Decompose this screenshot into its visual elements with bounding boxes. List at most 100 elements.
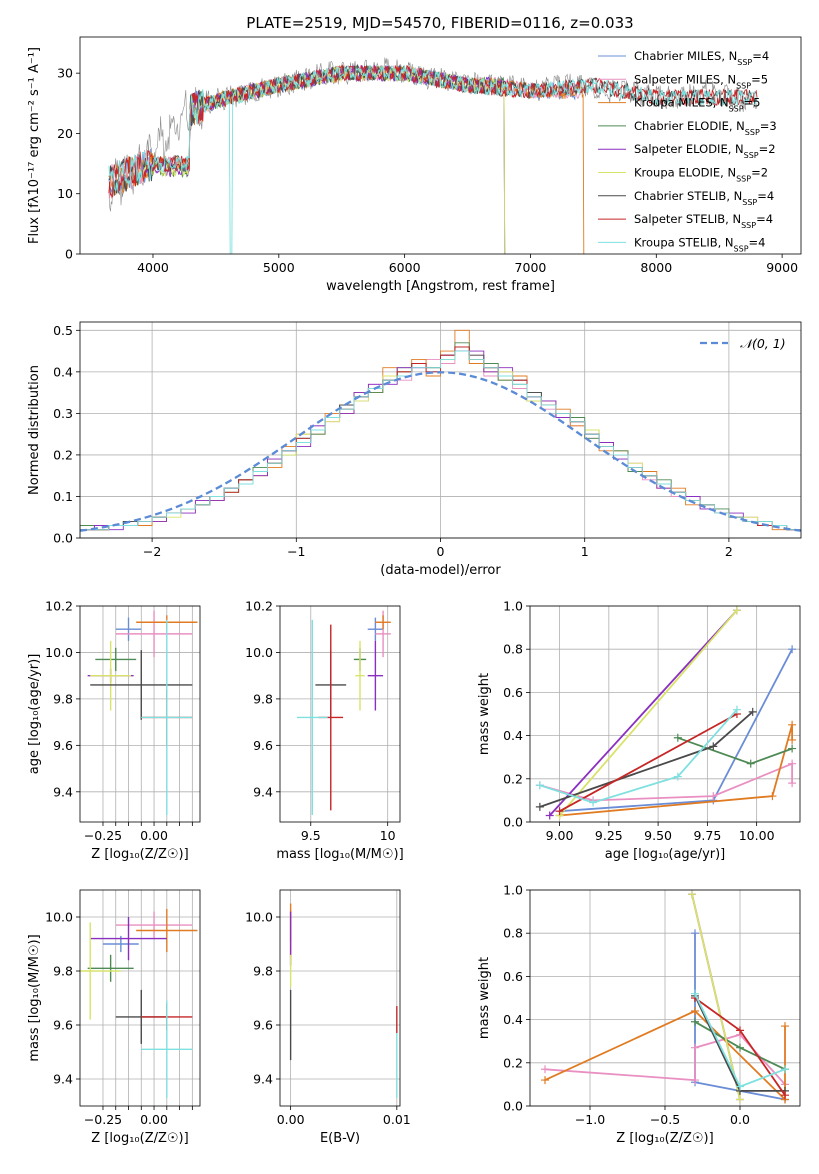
- x-axis-label: wavelength [Angstrom, rest frame]: [326, 279, 555, 294]
- y-axis-label: mass [log₁₀(M/M☉)]: [27, 934, 42, 1061]
- weight-marker: [736, 1095, 744, 1104]
- y-tick-label: 0.4: [53, 364, 73, 379]
- y-tick-label: 9.6: [253, 738, 273, 753]
- x-tick-label: 7000: [515, 260, 547, 275]
- x-tick-label: 0.00: [140, 1112, 168, 1127]
- axes-mass_vs_Z: −0.25 0.00 9.4 9.6 9.8 10.0 Z [log₁₀(Z/Z☉)] mas…: [27, 889, 201, 1146]
- y-tick-label: 0.4: [503, 1012, 523, 1027]
- x-tick-label: 6000: [389, 260, 421, 275]
- x-axis-label: (data-model)/error: [380, 563, 501, 578]
- x-tick-label: 9.50: [644, 828, 672, 843]
- plot-area-mass_vs_Z: [80, 908, 198, 1098]
- x-axis-label: Z [log₁₀(Z/Z☉)]: [91, 847, 188, 862]
- weight-line-8: [559, 713, 738, 812]
- axes-weight_vs_age: 9.00 9.25 9.50 9.75 10.00 0.0 0.2 0.4 0.6 0.8 1.0 a…: [477, 599, 801, 862]
- weight-marker: [589, 798, 598, 807]
- errorbar-point: [115, 610, 193, 658]
- plot-area-residuals: [80, 329, 801, 538]
- x-tick-label: 1: [581, 544, 589, 559]
- weight-marker: [732, 705, 741, 714]
- weight-marker: [691, 1043, 699, 1052]
- y-axis-label: mass weight: [477, 673, 492, 755]
- weight-marker: [788, 744, 797, 753]
- y-tick-label: 0.8: [503, 926, 523, 941]
- plot-area-spectrum: [108, 57, 758, 254]
- weight-marker: [691, 1017, 699, 1026]
- weight-marker: [781, 1022, 789, 1031]
- y-tick-label: 10.0: [45, 645, 73, 660]
- errorbar-point: [367, 617, 384, 641]
- errorbar-point: [375, 615, 391, 630]
- y-tick-label: 0.1: [53, 489, 73, 504]
- axes-frame: [79, 889, 201, 1107]
- weight-marker: [788, 759, 797, 768]
- y-tick-label: 9.4: [53, 784, 73, 799]
- axes-weight_vs_Z: −1.0 −0.5 0.0 0.0 0.2 0.4 0.6 0.8 1.0 Z [log₁₀(Z/…: [477, 883, 801, 1146]
- y-tick-label: 0.8: [503, 642, 523, 657]
- axes-residuals: −2 −1 0 1 2 0.0 0.1 0.2 0.3 0.4 0.5 (data-model)/er…: [27, 321, 802, 578]
- weight-marker: [541, 1076, 549, 1085]
- y-tick-label: 0: [65, 247, 73, 262]
- axes-frame: [279, 889, 401, 1107]
- weight-marker: [788, 720, 797, 729]
- legend-entry: Kroupa MILES, NSSP=5: [634, 96, 760, 114]
- errorbar-point: [90, 650, 193, 720]
- errorbar-point: [355, 640, 365, 711]
- y-tick-label: 9.8: [253, 691, 273, 706]
- weight-marker: [673, 772, 682, 781]
- spectrum-line-8: [108, 64, 758, 199]
- spectrum-line-9: [108, 64, 758, 254]
- x-tick-label: 0.00: [277, 1112, 305, 1127]
- legend-entry: Salpeter STELIB, NSSP=4: [634, 212, 773, 230]
- x-tick-label: 0.0: [730, 1112, 750, 1127]
- weight-marker: [788, 645, 797, 654]
- axes-spectrum: 4000 5000 6000 7000 8000 9000 0 10 20 30 wavelengt…: [27, 36, 802, 294]
- weight-marker: [535, 802, 544, 811]
- errorbar-point: [87, 954, 134, 982]
- y-tick-label: 10: [57, 186, 73, 201]
- x-tick-label: 9.75: [693, 828, 721, 843]
- weight-marker: [709, 742, 718, 751]
- x-tick-label: 0.01: [383, 1112, 411, 1127]
- legend-entry: Salpeter MILES, NSSP=5: [634, 72, 768, 90]
- y-tick-label: 9.8: [253, 964, 273, 979]
- errorbar-point: [90, 917, 167, 961]
- x-tick-label: 10.00: [739, 828, 775, 843]
- weight-line-1: [559, 648, 793, 813]
- axes-frame: [279, 605, 401, 823]
- weight-marker: [555, 807, 564, 816]
- x-tick-label: −1: [287, 544, 305, 559]
- errorbar-point: [367, 640, 384, 711]
- weight-marker: [732, 606, 741, 615]
- x-tick-label: 5000: [263, 260, 295, 275]
- y-tick-label: 9.8: [53, 691, 73, 706]
- errorbar-point: [136, 908, 198, 953]
- y-tick-label: 0.0: [503, 1099, 523, 1114]
- x-axis-label: Z [log₁₀(Z/Z☉)]: [616, 1131, 713, 1146]
- y-tick-label: 20: [57, 126, 73, 141]
- x-tick-label: −1.0: [575, 1112, 605, 1127]
- weight-line-6: [691, 894, 741, 1100]
- plot-area-age_vs_Z: [87, 610, 198, 816]
- legend-entry: Kroupa STELIB, NSSP=4: [634, 235, 765, 253]
- x-tick-label: −2: [143, 544, 161, 559]
- errorbar-point: [80, 922, 121, 1020]
- y-tick-label: 0.4: [503, 728, 523, 743]
- axes-frame: [79, 605, 201, 823]
- y-tick-label: 10.0: [245, 645, 273, 660]
- weight-marker: [736, 1082, 744, 1091]
- y-tick-label: 9.6: [253, 1018, 273, 1033]
- y-tick-label: 10.0: [245, 910, 273, 925]
- weight-marker: [781, 1065, 789, 1074]
- x-tick-label: 2: [725, 544, 733, 559]
- y-tick-label: 0.2: [503, 771, 523, 786]
- y-axis-label: Flux [fλ10⁻¹⁷ erg cm⁻² s⁻¹ A⁻¹]: [27, 47, 42, 244]
- legend-entry: Salpeter ELODIE, NSSP=2: [634, 142, 776, 160]
- x-tick-label: 9000: [766, 260, 798, 275]
- x-tick-label: 8000: [640, 260, 672, 275]
- weight-line-5: [549, 609, 738, 817]
- weight-marker: [748, 707, 757, 716]
- weight-marker: [691, 1006, 699, 1015]
- x-tick-label: 0: [437, 544, 445, 559]
